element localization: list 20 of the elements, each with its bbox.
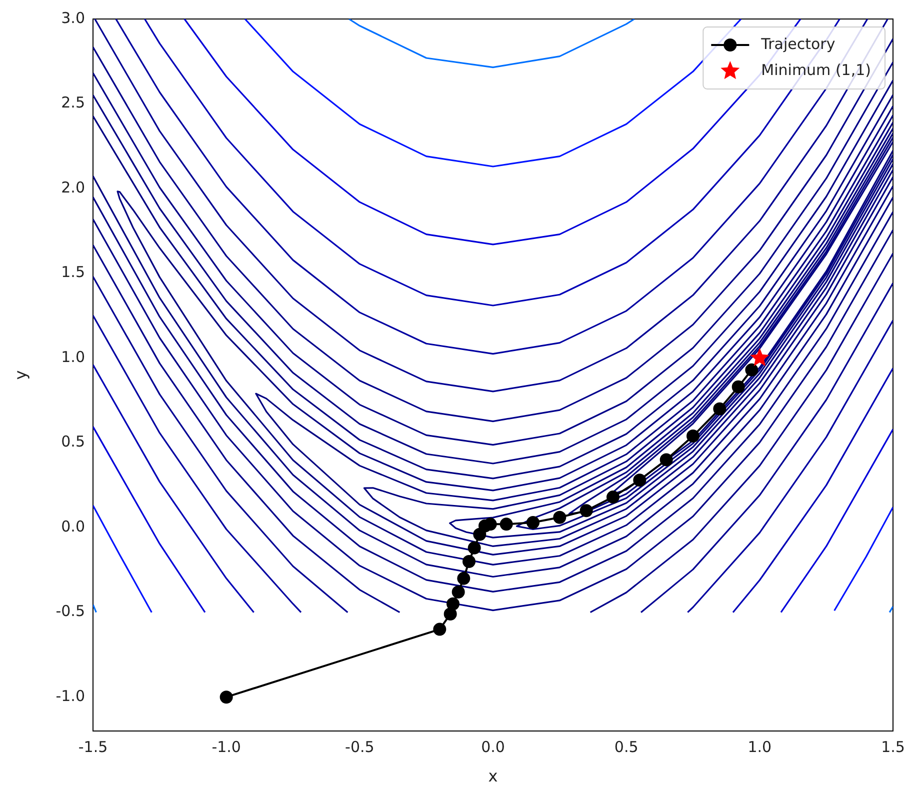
y-tick-label: 1.0 bbox=[61, 348, 85, 366]
y-tick-label: 0.5 bbox=[61, 432, 85, 451]
y-tick-label: 1.5 bbox=[61, 263, 85, 282]
y-tick-label: 2.0 bbox=[61, 178, 85, 196]
x-tick-label: 0.5 bbox=[614, 738, 638, 756]
legend-label: Minimum (1,1) bbox=[761, 60, 871, 79]
y-tick-label: -1.0 bbox=[56, 686, 85, 705]
y-tick-label: -0.5 bbox=[56, 602, 85, 620]
legend-label: Trajectory bbox=[760, 34, 836, 53]
y-tick-label: 3.0 bbox=[61, 8, 85, 27]
x-tick-label: 1.0 bbox=[748, 738, 772, 756]
x-tick-label: 1.5 bbox=[881, 738, 905, 756]
x-tick-label: -1.0 bbox=[212, 738, 241, 756]
x-tick-label: -0.5 bbox=[345, 738, 374, 756]
x-tick-label: 0.0 bbox=[481, 738, 505, 756]
y-axis-title: y bbox=[10, 370, 30, 380]
x-tick-label: -1.5 bbox=[78, 738, 108, 756]
y-tick-label: 0.0 bbox=[61, 517, 85, 536]
y-tick-label: 2.5 bbox=[61, 94, 85, 112]
x-axis-title: x bbox=[488, 766, 498, 786]
